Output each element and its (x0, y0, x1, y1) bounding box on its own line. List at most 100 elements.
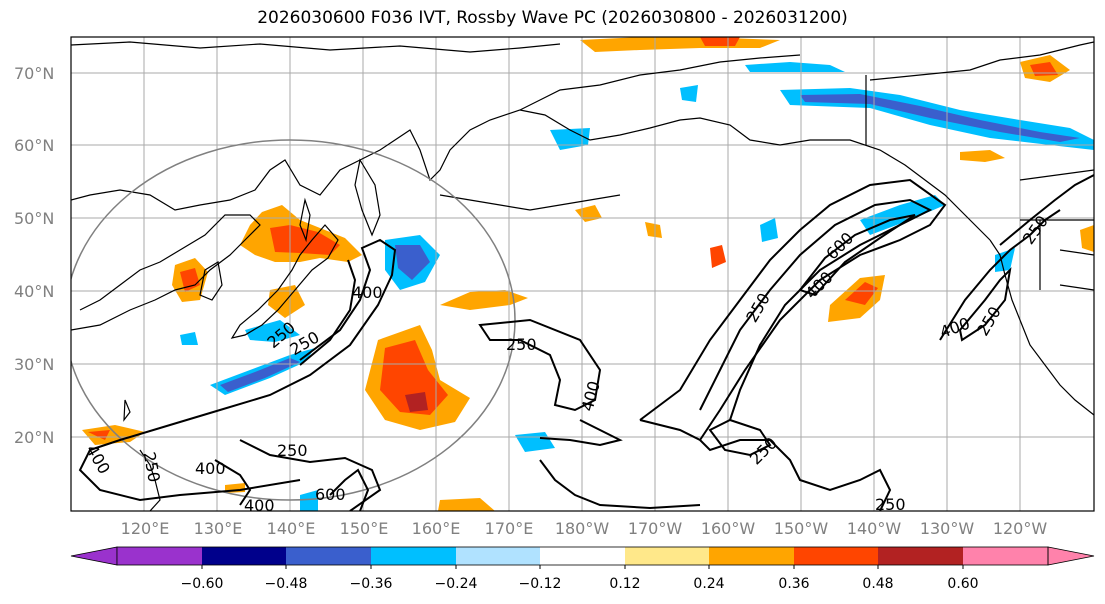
longitude-labels: 120°E 130°E 140°E 150°E 160°E 170°E 180°… (121, 519, 1048, 538)
colorbar-tick-label: 0.60 (947, 576, 978, 592)
colorbar-tick-label: 0.24 (693, 576, 724, 592)
arctic-coastline (71, 41, 561, 53)
contour-label: 250 (875, 495, 906, 514)
positive-anomaly-core (380, 340, 448, 415)
positive-anomaly-core (845, 282, 878, 305)
colorbar-cell (456, 547, 540, 565)
negative-anomaly-core (220, 358, 300, 392)
latitude-labels: 70°N 60°N 50°N 40°N 30°N 20°N (14, 64, 54, 447)
ivt-contour-line (708, 418, 772, 457)
colorbar-ticks: −0.60 −0.48 −0.36 −0.24 −0.12 0.12 0.24 0.36 0.4… (181, 565, 979, 592)
positive-anomaly-region (82, 425, 145, 445)
lon-label: 160°E (412, 519, 461, 538)
colorbar-cell (963, 547, 1048, 565)
negative-anomaly-core (395, 245, 430, 280)
positive-anomaly-region (575, 205, 602, 222)
colorbar: −0.60 −0.48 −0.36 −0.24 −0.12 0.12 0.24 0.36 0.4… (70, 546, 1095, 592)
colorbar-extend-high (1047, 546, 1095, 566)
contour-label: 400 (352, 283, 383, 302)
negative-anomaly-region (745, 62, 845, 72)
positive-anomaly-region (710, 245, 726, 268)
lon-label: 140°E (267, 519, 316, 538)
taiwan-coastline (123, 399, 131, 422)
lon-label: 170°W (628, 519, 683, 538)
ivt-contour-line (539, 419, 623, 447)
contour-label: 250 (140, 450, 164, 483)
positive-anomaly-region (580, 37, 780, 52)
lon-label: 150°E (340, 519, 389, 538)
lon-label: 120°E (121, 519, 170, 538)
ivt-contour-line (958, 267, 1012, 342)
colorbar-cell (540, 547, 625, 565)
ivt-contour-line (214, 459, 370, 511)
lat-label: 70°N (14, 64, 54, 83)
aleutian-islands (439, 194, 621, 211)
ivt-contour-line (239, 259, 382, 511)
lat-label: 30°N (14, 355, 54, 374)
alaska-coastline (519, 109, 991, 241)
contour-label: 250 (277, 441, 308, 460)
colorbar-tick-label: −0.60 (181, 576, 224, 592)
canada-arctic-coastline (869, 41, 1094, 81)
colorbar-tick-label: −0.48 (265, 576, 308, 592)
lon-label: 170°E (485, 519, 534, 538)
graticule (71, 37, 1094, 511)
lat-label: 40°N (14, 282, 54, 301)
colorbar-cell (709, 547, 794, 565)
colorbar-cell (117, 547, 202, 565)
colorbar-tick-label: 0.12 (609, 576, 640, 592)
lon-label: 180°W (555, 519, 610, 538)
positive-anomaly-region (960, 150, 1005, 162)
negative-anomaly-region (515, 432, 555, 452)
coastlines (71, 41, 1094, 511)
colorbar-extend-low (70, 546, 118, 566)
lon-label: 130°W (920, 519, 975, 538)
negative-anomaly-region (860, 195, 945, 235)
ivt-contour-line (639, 419, 892, 511)
ivt-contour-line (939, 209, 1061, 341)
positive-anomaly-region (438, 498, 495, 511)
colorbar-tick-label: −0.24 (435, 576, 478, 592)
ivt-contour-line (798, 214, 916, 297)
contour-label: 400 (195, 459, 226, 478)
colorbar-tick-label: 0.36 (778, 576, 809, 592)
colorbar-cell (286, 547, 371, 565)
ivt-contour-line (478, 318, 602, 412)
colorbar-cells (117, 547, 1048, 565)
negative-anomaly-region (680, 85, 698, 102)
north-america-west-coast (989, 239, 1094, 416)
positive-anomaly-core (180, 268, 200, 292)
ivt-contour-line (999, 174, 1094, 246)
positive-anomaly-region (268, 285, 305, 318)
us-border (865, 75, 1094, 291)
ivt-contour-line (639, 178, 947, 441)
contour-label: 250 (746, 433, 781, 468)
colorbar-cell (371, 547, 456, 565)
negative-anomaly-core (800, 94, 1080, 142)
colorbar-tick-label: −0.36 (350, 576, 393, 592)
colorbar-cell (794, 547, 878, 565)
colorbar-tick-label: 0.48 (862, 576, 893, 592)
positive-anomaly-region (440, 290, 528, 310)
negative-anomaly-region (550, 128, 590, 150)
kamchatka-coastline (354, 158, 381, 237)
japan-coastline (230, 224, 339, 339)
contour-label: 250 (1019, 212, 1052, 248)
positive-anomaly-core (700, 37, 740, 46)
philippines-coastline (139, 449, 161, 511)
asia-coast-south (71, 214, 261, 331)
map-frame (70, 36, 1095, 512)
ivt-contour-line (539, 459, 701, 510)
contour-label: 600 (315, 485, 346, 504)
negative-anomaly-region (300, 490, 318, 511)
positive-anomaly-peak (405, 392, 428, 412)
contour-label: 250 (506, 335, 537, 354)
lon-label: 160°W (701, 519, 756, 538)
negative-anomaly-region (245, 320, 300, 342)
positive-anomaly-region (1080, 225, 1094, 252)
lat-label: 20°N (14, 428, 54, 447)
colorbar-tick-label: −0.12 (519, 576, 562, 592)
ivt-contours (78, 174, 1094, 511)
positive-anomaly-region (645, 222, 662, 238)
